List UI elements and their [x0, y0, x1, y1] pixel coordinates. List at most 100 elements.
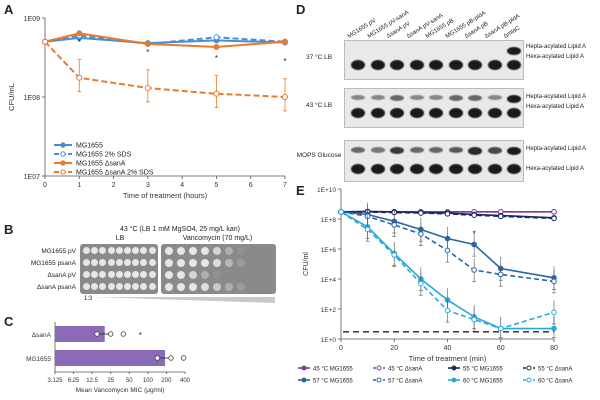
plate-spot	[201, 283, 209, 291]
c-replicate-point	[120, 331, 127, 337]
plate-spot	[132, 259, 140, 266]
e-legend-marker	[376, 377, 382, 383]
plate-spot	[177, 271, 185, 279]
blot-band-hexa	[507, 164, 521, 174]
e-data-point	[391, 252, 398, 258]
blot-band-hexa	[429, 60, 443, 70]
blot-band-hepta	[409, 95, 424, 101]
plate-spot	[148, 247, 156, 254]
plate-spot	[225, 259, 233, 267]
chart-e: 1E+0 1E+2 1E+4 1E+6 1E+8 1E+10 0 20 40 60 80 Time o…	[298, 187, 572, 385]
blot-band-hexa	[351, 164, 365, 174]
e-y-tick-label: 1E+8	[321, 217, 337, 224]
c-x-tick-label: 3.125	[47, 378, 63, 384]
blot-band-hexa	[370, 108, 385, 118]
c-replicate-point	[168, 355, 174, 361]
c-x-tick-label: 50	[126, 378, 133, 384]
c-category-label: ΔsanA	[32, 332, 52, 339]
blot-band-hepta	[507, 147, 521, 155]
a-legend-marker	[60, 142, 66, 148]
blot-band-hepta	[351, 147, 365, 153]
e-series-line	[340, 211, 555, 220]
plate-spot	[165, 259, 173, 267]
a-y-tick-label: 1E08	[24, 95, 40, 102]
e-legend-marker	[376, 365, 382, 371]
e-data-point	[444, 211, 451, 217]
a-data-point	[76, 74, 83, 81]
plate-spot	[189, 259, 197, 267]
plate-spot	[261, 247, 269, 255]
plate-spot	[83, 259, 90, 266]
plate-spot	[165, 283, 173, 291]
plate-spot	[237, 283, 245, 291]
a-data-point	[282, 38, 288, 45]
panel-label-b: B	[4, 222, 14, 237]
blot-band-hepta	[487, 95, 502, 101]
plate-spot	[237, 247, 245, 255]
blot-band-hexa	[468, 60, 482, 70]
c-replicate-point	[94, 331, 100, 337]
blot-band-hexa	[448, 164, 463, 174]
blot-band-hexa	[429, 164, 443, 174]
e-significance-star: *	[473, 229, 476, 238]
plate-spot	[189, 271, 197, 279]
plate-spot	[237, 271, 245, 279]
c-bar	[55, 350, 166, 366]
a-y-tick-label: 1E07	[24, 174, 40, 181]
e-data-point	[418, 231, 424, 237]
e-x-axis-label: Time of treatment (min)	[409, 354, 487, 363]
plate-spot	[140, 259, 148, 266]
a-legend-label: MG1655 ΔsanA 2% SDS	[76, 170, 154, 177]
e-data-point	[471, 212, 477, 218]
a-legend-marker	[60, 151, 66, 157]
plate-spot	[165, 247, 173, 255]
e-x-tick-label: 60	[497, 345, 505, 352]
a-data-point	[144, 40, 151, 47]
e-legend-label: 55 °C MG1655	[463, 367, 503, 373]
e-data-point	[471, 241, 477, 248]
blot-band-hepta	[390, 147, 404, 155]
blot-band-hexa	[409, 164, 424, 174]
a-data-point	[144, 84, 151, 91]
blot-band-hepta	[507, 95, 521, 103]
c-x-tick-label: 12.5	[86, 378, 98, 384]
a-x-tick-label: 0	[43, 182, 47, 189]
plate-spot	[115, 283, 123, 290]
plate-spot	[124, 247, 131, 254]
plate-spot	[124, 283, 131, 290]
blot-band-hexa	[448, 108, 463, 118]
plate-spot	[115, 259, 123, 266]
blot-band-hexa	[487, 108, 502, 118]
panel-label-c: C	[4, 314, 14, 329]
e-data-point	[444, 307, 451, 314]
blot-band-hexa	[370, 60, 385, 70]
plate-spot	[107, 283, 115, 290]
e-data-point	[551, 215, 557, 222]
blot-band-label-hexa: Hexa-acylated Lipid A	[526, 104, 585, 110]
blot-band-label-hepta: Hepta-acylated Lipid A	[526, 94, 587, 100]
e-data-point	[551, 325, 557, 332]
e-x-tick-label: 20	[390, 345, 398, 352]
a-x-tick-label: 5	[214, 182, 218, 189]
a-legend-label: MG1655 2% SDS	[76, 152, 132, 159]
e-legend-label: 60 °C MG1655	[463, 379, 503, 385]
e-data-point	[471, 316, 477, 323]
blot-band-hepta	[351, 95, 365, 101]
plate-spot	[115, 247, 123, 254]
plate-spot	[91, 247, 99, 254]
panel-label-e: E	[296, 183, 305, 198]
plate-spot	[249, 283, 257, 291]
e-x-tick-label: 80	[550, 345, 558, 352]
e-x-tick-label: 40	[444, 345, 452, 352]
e-data-point	[418, 210, 424, 216]
plate-spot	[237, 259, 245, 267]
e-series-line	[340, 211, 554, 330]
chart-a: 1E07 1E08 1E09 0 1 2 3 4 5 6 7 Time of treatment (h…	[7, 16, 288, 200]
plate-spot	[213, 283, 221, 291]
a-x-tick-label: 1	[77, 182, 81, 189]
e-data-point	[551, 309, 557, 316]
e-y-axis-label: CFU/ml	[303, 252, 310, 276]
plate-spot	[107, 247, 115, 254]
plate-spot	[177, 259, 185, 267]
a-x-tick-label: 6	[249, 182, 253, 189]
